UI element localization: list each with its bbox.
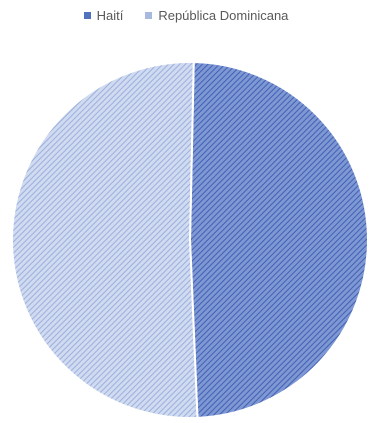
legend-item-republica-dominicana: República Dominicana (145, 8, 288, 23)
legend-swatch-republica-dominicana (145, 12, 153, 19)
pie-slice-republica-dominicana (11, 61, 199, 419)
pie-slices (11, 61, 369, 419)
legend-label-haiti: Haití (96, 8, 124, 23)
legend-label-republica-dominicana: República Dominicana (158, 8, 289, 23)
pie-slice-haiti (188, 61, 369, 419)
legend-swatch-haiti (83, 12, 91, 19)
legend: Haití República Dominicana (0, 8, 372, 23)
legend-item-haiti: Haití (83, 8, 124, 23)
